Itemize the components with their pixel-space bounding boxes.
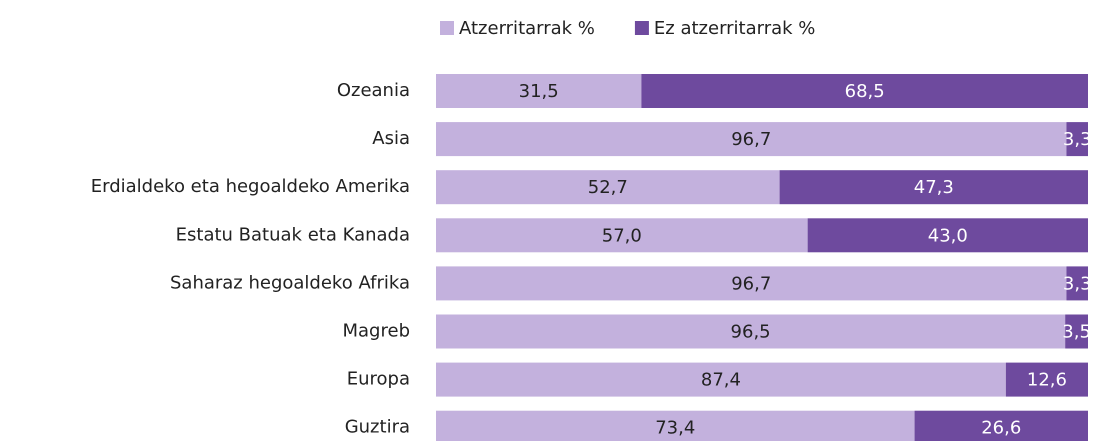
data-label: 12,6 [1027,370,1067,391]
data-label: 87,4 [701,370,741,391]
category-label: Magreb [343,321,411,342]
data-label: 3,3 [1063,129,1092,150]
data-label: 73,4 [655,418,695,439]
category-label: Asia [372,128,410,149]
bar-segment [436,314,1066,349]
category-label: Guztira [345,417,410,438]
bar-segment [436,266,1067,301]
bar-segment [1066,122,1088,157]
data-label: 57,0 [602,225,642,246]
category-label: Ozeania [337,80,410,101]
bar-segment [436,410,915,441]
bar-segment [436,362,1006,397]
bar-segment [914,410,1088,441]
data-label: 96,5 [731,322,771,343]
bar-segment [807,218,1088,253]
bar-segment [436,122,1067,157]
category-label: Saharaz hegoaldeko Afrika [170,272,410,293]
data-label: 3,5 [1062,322,1091,343]
bar-segment [779,170,1088,205]
bar-segment [436,170,780,205]
bar-segment [1065,314,1088,349]
legend-label: Atzerritarrak % [459,18,595,39]
category-label: Estatu Batuak eta Kanada [176,224,410,245]
data-label: 43,0 [928,225,968,246]
bar-segment [1066,266,1088,301]
data-label: 96,7 [731,273,771,294]
legend-label: Ez atzerritarrak % [654,18,816,39]
bar-segment [436,218,808,253]
data-label: 26,6 [981,418,1021,439]
data-label: 47,3 [914,177,954,198]
bar-segment [641,74,1088,108]
data-label: 31,5 [519,81,559,102]
data-label: 68,5 [845,81,885,102]
legend-swatch [634,21,649,35]
data-label: 96,7 [731,129,771,150]
data-label: 52,7 [588,177,628,198]
legend-swatch [440,21,454,35]
category-label: Europa [347,369,410,390]
bar-segment [1005,362,1088,397]
category-label: Erdialdeko eta hegoaldeko Amerika [91,176,410,197]
bar-segment [436,74,642,108]
data-label: 3,3 [1063,273,1092,294]
